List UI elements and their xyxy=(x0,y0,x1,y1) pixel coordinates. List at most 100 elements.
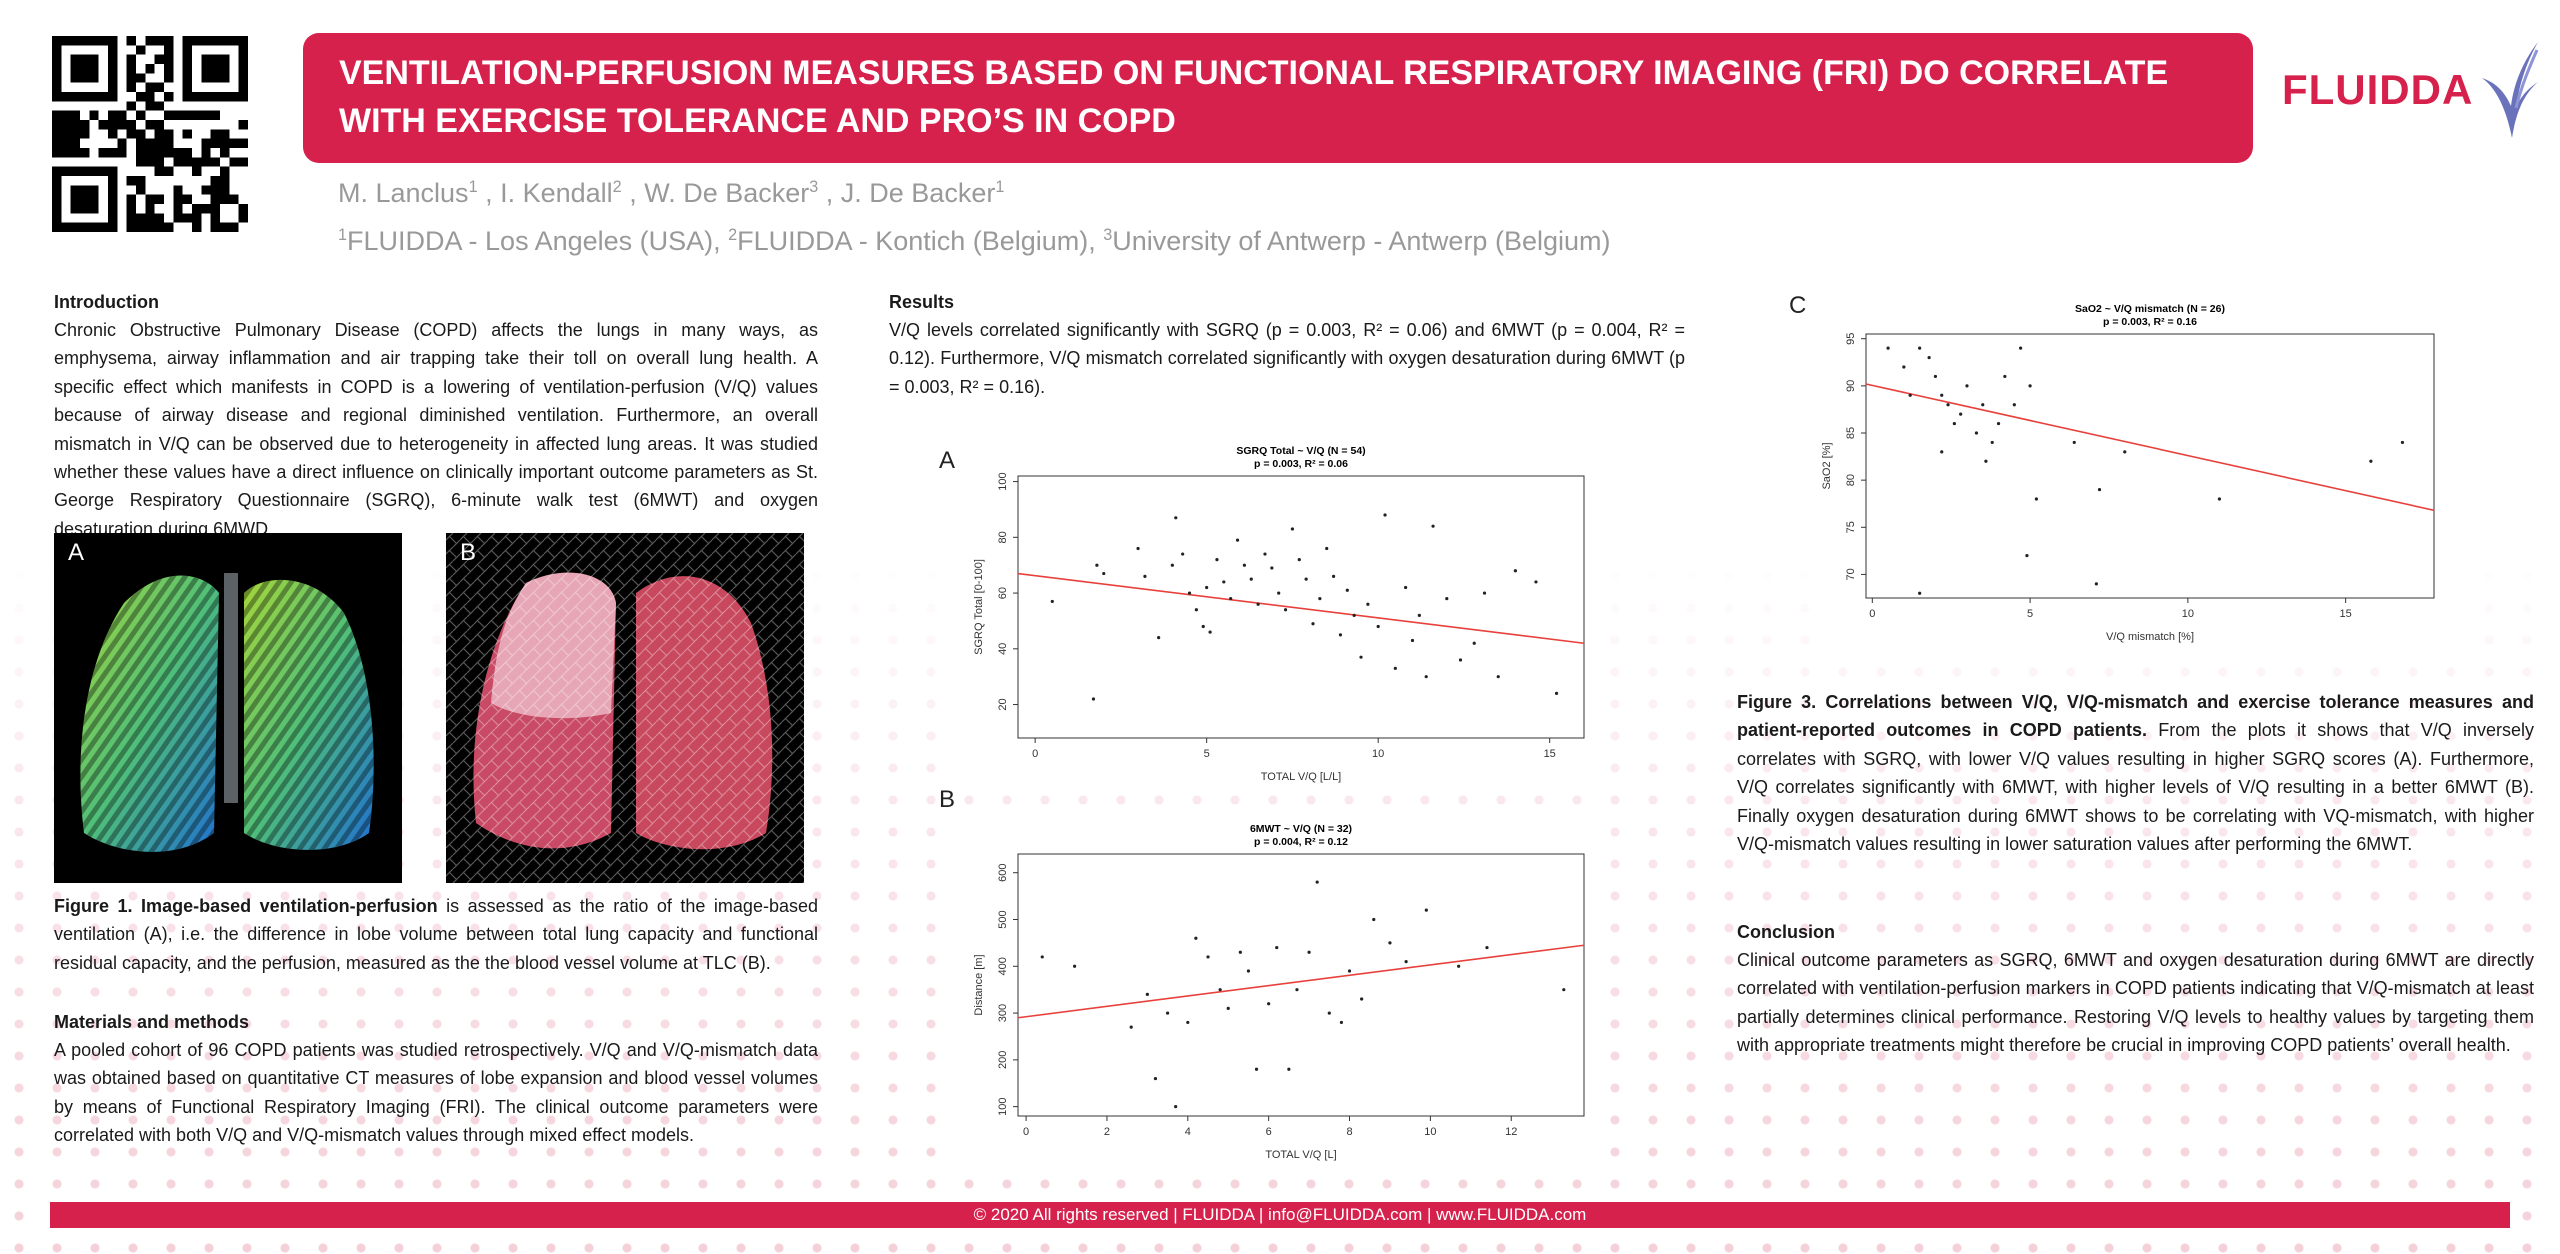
author-name: I. Kendall xyxy=(500,178,613,208)
data-point xyxy=(1933,374,1938,379)
y-tick-label: 40 xyxy=(997,643,1009,655)
data-point xyxy=(1965,384,1969,388)
logo-wordmark: FLUIDDA xyxy=(2282,66,2474,113)
plot-subtitle: p = 0.003, R² = 0.16 xyxy=(2103,316,2197,328)
x-tick-label: 8 xyxy=(1346,1126,1352,1138)
plot-background xyxy=(1810,292,2460,654)
x-tick-label: 0 xyxy=(1032,748,1038,760)
data-point xyxy=(1345,588,1349,592)
data-point xyxy=(1315,880,1319,884)
figure1-caption: Figure 1. Image-based ventilation-perfus… xyxy=(54,892,818,977)
data-point xyxy=(1347,969,1352,973)
author-name: M. Lanclus xyxy=(338,178,469,208)
caption-bold: Figure 3. Correlations between V/Q, V/Q-… xyxy=(1737,692,2534,741)
data-point xyxy=(1404,960,1408,964)
y-tick-label: 600 xyxy=(997,864,1009,882)
affiliation-sup: 3 xyxy=(1103,226,1113,244)
data-point xyxy=(1304,577,1308,581)
data-point xyxy=(1218,988,1222,992)
data-point xyxy=(1404,585,1408,590)
data-point xyxy=(1254,1067,1259,1071)
x-tick-label: 10 xyxy=(1424,1126,1436,1138)
x-tick-label: 2 xyxy=(1104,1126,1110,1138)
section-heading: Conclusion xyxy=(1737,922,1835,942)
data-point xyxy=(1417,613,1421,617)
x-tick-label: 10 xyxy=(1372,748,1384,760)
plot-title: SaO2 ~ V/Q mismatch (N = 26) xyxy=(2075,303,2225,315)
plot-title: SGRQ Total ~ V/Q (N = 54) xyxy=(1236,445,1365,457)
data-point xyxy=(1424,675,1428,679)
data-point xyxy=(1157,636,1161,640)
data-point xyxy=(2025,553,2029,558)
regression-line xyxy=(1017,572,1585,645)
author-affiliation-sup: 3 xyxy=(809,178,819,196)
data-point xyxy=(2012,403,2016,407)
x-axis-label: TOTAL V/Q [L] xyxy=(1265,1149,1336,1161)
authors-line: M. Lanclus1 , I. Kendall2 , W. De Backer… xyxy=(338,178,1005,208)
plot-panel-label: C xyxy=(1789,292,1807,319)
data-point xyxy=(1996,421,2001,426)
data-point xyxy=(1206,955,1210,959)
y-tick-label: 60 xyxy=(997,587,1009,599)
data-point xyxy=(2369,459,2373,463)
y-axis-label: Distance [m] xyxy=(973,954,985,1015)
data-point xyxy=(1290,527,1295,531)
poster-title: VENTILATION-PERFUSION MEASURES BASED ON … xyxy=(339,54,2169,140)
data-point xyxy=(1129,1025,1133,1029)
data-point xyxy=(1275,945,1279,950)
data-point xyxy=(1327,1011,1331,1015)
ventilation-lung-image: A xyxy=(54,533,402,883)
data-point xyxy=(1307,950,1311,954)
data-point xyxy=(1388,941,1392,945)
data-point xyxy=(1145,992,1149,996)
y-tick-label: 75 xyxy=(1845,521,1857,533)
data-point xyxy=(1908,393,1912,397)
affiliation-sup: 1 xyxy=(338,226,348,244)
data-point xyxy=(1359,655,1363,659)
y-axis-label: SGRQ Total [0-100] xyxy=(973,559,985,655)
data-point xyxy=(1918,346,1922,350)
data-point xyxy=(1534,580,1538,584)
data-point xyxy=(1990,440,1994,445)
affiliations-line: 1FLUIDDA - Los Angeles (USA), 2FLUIDDA -… xyxy=(338,226,1610,257)
x-tick-label: 0 xyxy=(1023,1126,1029,1138)
6mwt-vq-scatter-plot: 6MWT ~ V/Q (N = 32)p = 0.004, R² = 0.12 0… xyxy=(962,812,1610,1174)
data-point xyxy=(2400,440,2405,445)
regression-line xyxy=(1017,944,1585,1019)
data-point xyxy=(1186,1020,1190,1025)
x-tick-label: 15 xyxy=(2340,608,2352,620)
y-tick-label: 95 xyxy=(1845,333,1857,345)
data-point xyxy=(1201,624,1205,629)
data-point xyxy=(1102,571,1106,576)
y-tick-label: 100 xyxy=(997,472,1009,490)
data-point xyxy=(1235,538,1240,542)
y-tick-label: 20 xyxy=(997,698,1009,710)
conclusion-section: Conclusion Clinical outcome parameters a… xyxy=(1737,918,2534,1060)
data-point xyxy=(1366,602,1370,606)
caption-bold: Figure 1. Image-based ventilation-perfus… xyxy=(54,896,438,916)
data-point xyxy=(1372,917,1376,922)
y-tick-label: 500 xyxy=(997,910,1009,928)
data-point xyxy=(2072,440,2076,445)
data-point xyxy=(1050,599,1054,604)
author-name: J. De Backer xyxy=(840,178,996,208)
plot-panel-label: A xyxy=(939,447,956,474)
data-point xyxy=(1984,459,1988,463)
data-point xyxy=(1952,421,1956,426)
data-point xyxy=(1242,563,1246,567)
data-point xyxy=(1194,936,1198,940)
data-point xyxy=(1297,558,1301,562)
title-banner: VENTILATION-PERFUSION MEASURES BASED ON … xyxy=(303,33,2253,163)
data-point xyxy=(1287,1067,1291,1071)
plot-subtitle: p = 0.004, R² = 0.12 xyxy=(1254,836,1348,848)
plot-frame xyxy=(1017,853,1585,1117)
data-point xyxy=(1886,346,1890,350)
results-section: Results V/Q levels correlated significan… xyxy=(889,288,1685,401)
sao2-mismatch-scatter-plot: SaO2 ~ V/Q mismatch (N = 26)p = 0.003, R… xyxy=(1810,292,2460,654)
data-point xyxy=(1295,988,1299,992)
data-point xyxy=(1959,412,1963,416)
data-point xyxy=(1318,597,1322,601)
data-point xyxy=(1205,585,1209,590)
section-body: V/Q levels correlated significantly with… xyxy=(889,320,1685,397)
x-tick-label: 5 xyxy=(2027,608,2033,620)
